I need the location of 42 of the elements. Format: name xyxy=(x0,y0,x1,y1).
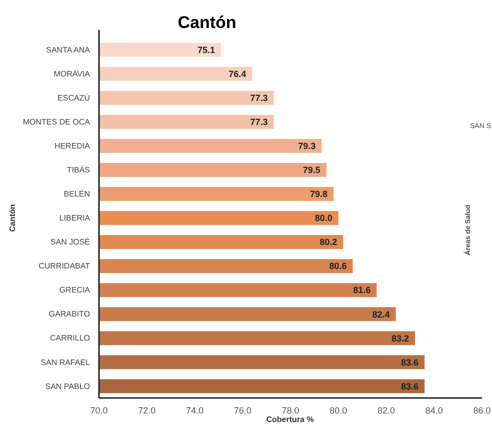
data-label: 80.0 xyxy=(314,213,332,224)
x-tick-label: 78.0 xyxy=(282,405,300,416)
y-tick-label: LIBERIA xyxy=(59,214,91,223)
x-tick-label: 80.0 xyxy=(330,405,348,416)
data-label: 80.2 xyxy=(320,237,338,248)
y-tick-label: GRECIA xyxy=(59,286,91,295)
y-tick-label: ESCAZÚ xyxy=(58,93,90,102)
data-label: 83.2 xyxy=(391,333,409,344)
y-tick-label: TIBÁS xyxy=(66,165,90,174)
y-tick-label: BELÉN xyxy=(64,190,90,199)
x-tick-label: 86.0 xyxy=(473,405,491,416)
y-tick-label: CURRIDABAT xyxy=(38,262,90,271)
y-tick-label: SAN RAFAEL xyxy=(40,358,91,367)
y-axis-title: Cantón xyxy=(8,204,17,232)
data-label: 75.1 xyxy=(198,44,216,55)
x-tick-label: 76.0 xyxy=(234,405,252,416)
x-tick-label: 74.0 xyxy=(186,405,204,416)
data-label: 79.8 xyxy=(310,189,328,200)
y-tick-label: HEREDIA xyxy=(54,141,91,150)
x-tick-label: 72.0 xyxy=(138,405,156,416)
chart-title: Cantón xyxy=(178,13,236,32)
x-axis-title: Cobertura % xyxy=(266,415,314,424)
y-tick-label: GARABITO xyxy=(48,310,90,319)
data-label: 82.4 xyxy=(372,309,390,320)
data-label: 76.4 xyxy=(228,68,246,79)
data-label: 79.5 xyxy=(302,165,320,176)
y-tick-label: MONTES DE OCA xyxy=(22,117,91,126)
x-tick-label: 84.0 xyxy=(425,405,443,416)
y-tick-label: SAN JOSÉ xyxy=(50,238,90,247)
x-tick-label: 70.0 xyxy=(90,405,108,416)
data-label: 77.3 xyxy=(250,117,268,128)
y-tick-label: CARRILLO xyxy=(50,334,90,343)
data-label: 79.3 xyxy=(298,141,316,152)
data-label: 81.6 xyxy=(353,285,371,296)
data-label: 83.6 xyxy=(401,381,419,392)
data-label: 83.6 xyxy=(401,357,419,368)
y-tick-label: MORAVIA xyxy=(54,69,91,78)
y-tick-label: SANTA ANA xyxy=(46,45,91,54)
data-label: 77.3 xyxy=(250,92,268,103)
data-label: 80.6 xyxy=(329,261,347,272)
x-tick-label: 82.0 xyxy=(377,405,396,416)
y-tick-label: SAN PABLO xyxy=(45,382,90,391)
